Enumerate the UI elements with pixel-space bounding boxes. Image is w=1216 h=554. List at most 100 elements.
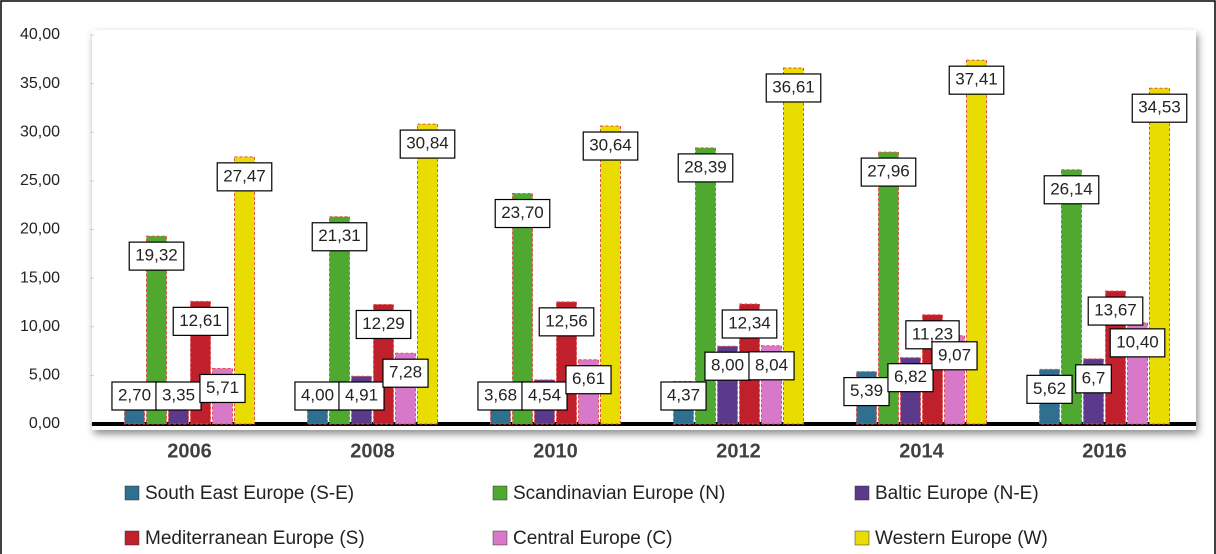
legend-swatch	[854, 485, 870, 501]
x-tick-label: 2006	[167, 440, 212, 462]
y-tick-label: 25,00	[20, 172, 60, 189]
value-label: 13,67	[1094, 301, 1137, 320]
value-label: 23,70	[501, 203, 544, 222]
bar	[234, 156, 255, 425]
value-label: 4,37	[667, 385, 700, 404]
value-label: 30,84	[406, 134, 449, 153]
plot-area	[92, 30, 1196, 430]
value-label: 6,61	[572, 369, 605, 388]
value-label: 4,00	[301, 385, 334, 404]
value-label-bg	[1109, 328, 1166, 358]
bar	[1061, 169, 1082, 425]
value-label-bg	[1131, 93, 1188, 123]
value-label: 6,82	[894, 367, 927, 386]
bar	[417, 123, 438, 425]
value-label-bg	[111, 381, 158, 411]
value-label-bg	[199, 373, 246, 404]
value-label: 27,96	[867, 162, 910, 181]
value-label-bg	[1075, 364, 1112, 394]
value-label-bg	[748, 351, 795, 381]
value-label: 36,61	[772, 77, 815, 96]
value-label: 21,31	[318, 226, 361, 245]
y-tick-label: 30,00	[20, 123, 60, 140]
value-label: 8,04	[755, 355, 788, 374]
value-label: 26,14	[1050, 179, 1093, 198]
value-label: 12,29	[362, 314, 405, 333]
y-tick-label: 40,00	[20, 26, 60, 43]
value-label-bg	[172, 306, 229, 336]
value-label-bg	[399, 129, 456, 159]
value-label-bg	[582, 131, 639, 161]
value-label: 5,39	[850, 381, 883, 400]
value-label: 3,35	[162, 385, 195, 404]
value-label: 8,00	[711, 356, 744, 375]
value-label-bg	[382, 358, 429, 388]
value-label-bg	[1087, 296, 1144, 326]
x-tick-label: 2016	[1082, 440, 1127, 462]
value-label-bg	[1026, 374, 1073, 404]
value-label: 12,34	[728, 313, 771, 332]
bar	[966, 59, 987, 425]
bar	[146, 235, 167, 425]
value-label: 2,70	[118, 385, 151, 404]
legend-label: South East Europe (S-E)	[145, 483, 354, 504]
value-label: 27,47	[223, 166, 266, 185]
x-tick-label: 2012	[716, 440, 761, 462]
value-label-bg	[931, 341, 978, 371]
value-label-bg	[128, 241, 185, 271]
legend-label: Mediterranean Europe (S)	[145, 528, 365, 549]
y-tick-label: 10,00	[20, 318, 60, 335]
value-label: 19,32	[135, 246, 178, 265]
legend-label: Western Europe (W)	[875, 528, 1048, 549]
legend-label: Baltic Europe (N-E)	[875, 483, 1039, 504]
value-label-bg	[660, 381, 707, 411]
value-label: 4,91	[345, 385, 378, 404]
value-label-bg	[155, 381, 202, 411]
y-tick-label: 5,00	[29, 367, 60, 384]
value-label-bg	[355, 309, 412, 340]
value-label: 4,54	[528, 385, 561, 404]
value-label-bg	[948, 65, 1005, 95]
value-label-bg	[477, 381, 524, 411]
value-label: 30,64	[589, 136, 632, 155]
value-label-bg	[677, 153, 734, 183]
x-tick-label: 2014	[899, 440, 944, 462]
legend-swatch	[124, 530, 140, 546]
bar	[878, 151, 899, 425]
value-label-bg	[565, 365, 612, 395]
bar	[783, 67, 804, 425]
y-tick-label: 20,00	[20, 221, 60, 238]
value-label: 10,40	[1116, 332, 1159, 351]
legend-swatch	[854, 530, 870, 546]
value-label-bg	[294, 381, 341, 411]
value-label-bg	[338, 381, 385, 411]
bar	[329, 216, 350, 425]
value-label-bg	[860, 157, 917, 187]
value-label: 11,23	[912, 324, 953, 343]
legend-swatch	[124, 485, 140, 501]
value-label-bg	[1043, 175, 1100, 205]
value-label: 28,39	[684, 157, 727, 176]
y-tick-label: 0,00	[29, 415, 60, 432]
value-label: 3,68	[484, 385, 517, 404]
legend-label: Central Europe (C)	[513, 528, 672, 549]
x-tick-label: 2008	[350, 440, 395, 462]
value-label-bg	[216, 162, 273, 192]
bar	[1149, 87, 1170, 425]
legend-swatch	[492, 530, 508, 546]
value-label-bg	[538, 307, 595, 337]
value-label-bg	[721, 309, 778, 339]
bar	[512, 193, 533, 425]
value-label-bg	[765, 73, 822, 103]
value-label: 6,7	[1082, 368, 1106, 387]
value-label-bg	[311, 222, 368, 252]
value-label-bg	[521, 381, 568, 411]
value-label: 34,53	[1138, 98, 1181, 117]
value-label-bg	[494, 198, 551, 229]
y-tick-label: 35,00	[20, 75, 60, 92]
legend-label: Scandinavian Europe (N)	[513, 483, 725, 504]
value-label: 7,28	[389, 363, 422, 382]
value-label: 12,56	[545, 311, 588, 330]
value-label: 5,71	[206, 378, 239, 397]
